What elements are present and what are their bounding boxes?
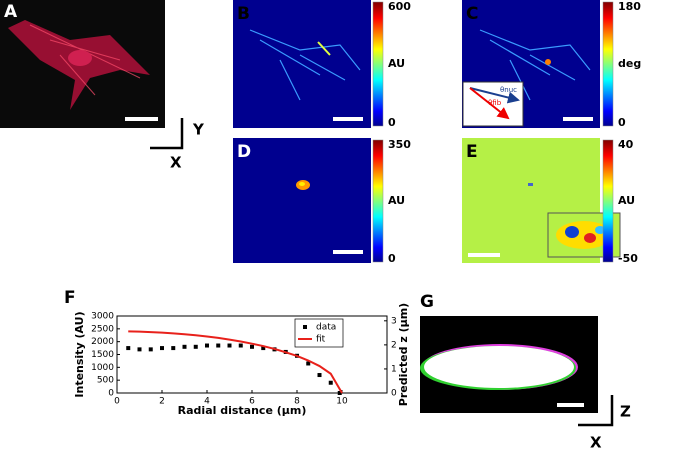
panel-label: G [420, 292, 434, 312]
data-point [148, 347, 153, 352]
colorbar-label: 350 [388, 138, 411, 151]
y-tick-label: 0 [108, 389, 114, 399]
colorbar-label: AU [618, 194, 635, 207]
axes-indicator: Y X [150, 118, 205, 172]
data-point [317, 373, 322, 378]
colorbar-label: 40 [618, 138, 634, 151]
colorbar-label: AU [388, 57, 405, 70]
panel-a: A [0, 0, 165, 128]
colorbar-label: deg [618, 57, 641, 70]
colorbar-label: 180 [618, 0, 641, 13]
colorbar [602, 139, 614, 263]
colorbar-label: 600 [388, 0, 411, 13]
colorbar [372, 139, 384, 263]
colorbar-label: 0 [388, 116, 396, 129]
y-tick-label: 1000 [91, 363, 114, 373]
panel-label: A [4, 2, 18, 22]
axis-letter: X [170, 154, 182, 172]
data-point [137, 347, 142, 352]
inset-label: θnuc [500, 86, 517, 94]
colorbar [372, 1, 384, 127]
colorbar-label: -50 [618, 252, 638, 265]
panel-label: B [237, 4, 250, 24]
x-tick-label: 2 [159, 397, 165, 407]
data-point [238, 343, 243, 348]
panel-d: D [233, 138, 371, 263]
colorbar [602, 1, 614, 127]
y2-tick-label: 3 [391, 316, 397, 326]
legend-label: data [316, 323, 336, 333]
y-axis-label: Intensity (AU) [73, 311, 86, 397]
panel-label: C [466, 4, 478, 24]
y2-tick-label: 2 [391, 340, 397, 350]
axis-letter: Z [620, 403, 631, 421]
panel-label: E [466, 142, 478, 162]
fit-line [128, 330, 343, 394]
x-axis-label: Radial distance (μm) [178, 404, 307, 417]
plot-frame [116, 315, 388, 394]
y2-axis-label: Predicted z (μm) [397, 303, 410, 406]
panel-e: E [462, 138, 621, 263]
panel-b: B [233, 0, 371, 128]
y-tick-label: 2000 [91, 337, 114, 347]
colorbar-label: 0 [618, 116, 626, 129]
axis-letter: Y [192, 121, 205, 139]
colorbar-label: AU [388, 194, 405, 207]
panel-label: F [64, 288, 76, 308]
y2-tick-label: 1 [391, 364, 397, 374]
y-tick-label: 500 [97, 376, 114, 386]
data-point [182, 344, 187, 349]
data-point [193, 344, 198, 349]
data-point [205, 343, 209, 348]
legend-label: fit [316, 335, 326, 345]
data-point [250, 344, 254, 349]
panel-c: θnuc θfib C [462, 0, 600, 128]
data-point [261, 346, 266, 351]
panel-g: G [420, 292, 598, 413]
x-tick-label: 8 [294, 397, 300, 407]
x-tick-label: 10 [336, 397, 348, 407]
legend-box [294, 318, 344, 348]
axes-indicator: Z X [578, 395, 631, 452]
x-tick-label: 0 [114, 397, 120, 407]
y-tick-label: 2500 [91, 324, 114, 334]
x-tick-label: 6 [249, 397, 255, 407]
y-tick-label: 1500 [91, 350, 114, 360]
data-point [328, 380, 333, 385]
data-point [306, 361, 311, 366]
inset-label: θfib [488, 99, 502, 107]
axis-letter: X [590, 434, 602, 452]
colorbar-label: 0 [388, 252, 396, 265]
data-point [160, 346, 164, 351]
legend-marker [303, 325, 307, 329]
x-tick-label: 4 [204, 397, 210, 407]
data-point [227, 343, 232, 348]
data-point [171, 346, 176, 351]
data-point [216, 343, 221, 348]
y2-tick-label: 0 [391, 389, 397, 399]
y-tick-label: 3000 [91, 312, 114, 322]
data-point [337, 391, 342, 395]
panel-label: D [237, 142, 251, 162]
data-point [126, 346, 131, 351]
